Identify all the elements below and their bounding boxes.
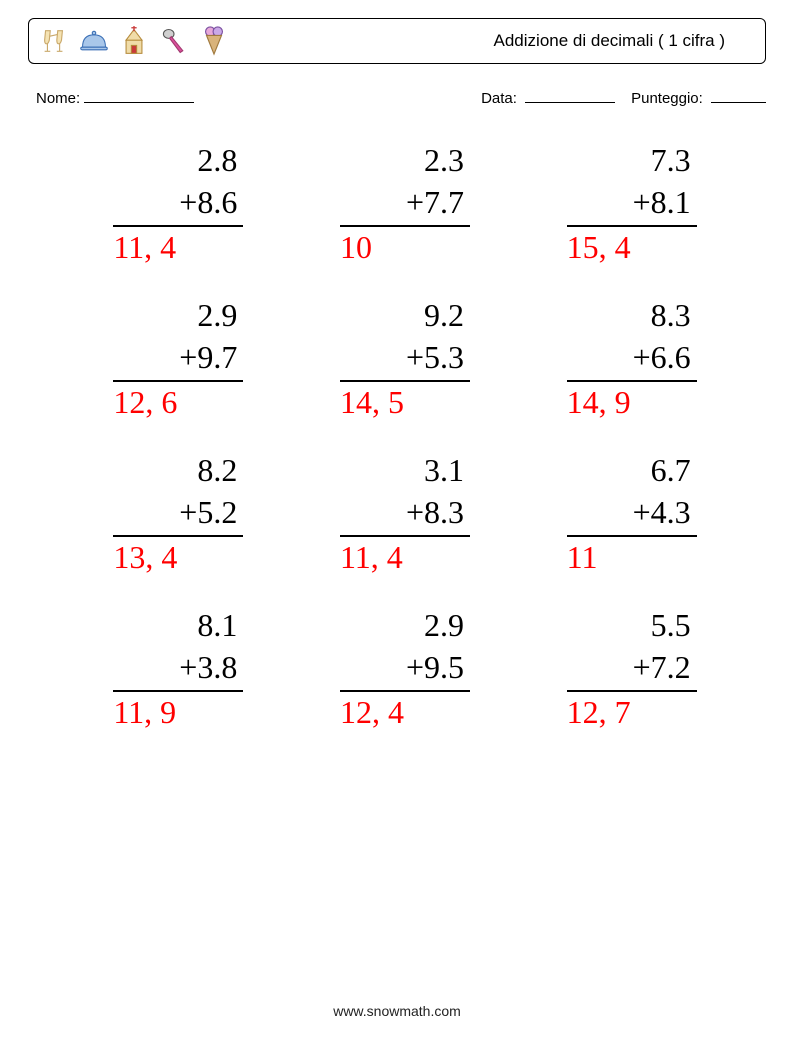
answer: 10	[340, 227, 470, 269]
problem-cell: 8.1 +3.8 11, 9	[65, 605, 292, 760]
score-blank	[711, 88, 766, 103]
date-label: Data:	[481, 90, 517, 107]
church-icon	[119, 24, 149, 58]
problem-cell: 2.3 +7.7 10	[292, 140, 519, 295]
problem-cell: 8.3 +6.6 14, 9	[518, 295, 745, 450]
operand-bottom: +5.2	[113, 492, 243, 538]
operand-top: 5.5	[567, 605, 697, 647]
name-label: Nome:	[36, 90, 80, 107]
operand-bottom: +8.3	[340, 492, 470, 538]
answer: 14, 5	[340, 382, 470, 424]
icecream-icon	[199, 24, 229, 58]
problem: 5.5 +7.2 12, 7	[567, 605, 697, 734]
operand-bottom: +4.3	[567, 492, 697, 538]
operand-bottom: +3.8	[113, 647, 243, 693]
problem-cell: 7.3 +8.1 15, 4	[518, 140, 745, 295]
problem-cell: 3.1 +8.3 11, 4	[292, 450, 519, 605]
problem-cell: 9.2 +5.3 14, 5	[292, 295, 519, 450]
header-icons	[39, 24, 229, 58]
answer: 12, 7	[567, 692, 697, 734]
operand-bottom: +7.2	[567, 647, 697, 693]
operand-bottom: +8.1	[567, 182, 697, 228]
problem: 3.1 +8.3 11, 4	[340, 450, 470, 579]
problem: 8.3 +6.6 14, 9	[567, 295, 697, 424]
worksheet-title: Addizione di decimali ( 1 cifra )	[494, 31, 755, 51]
problem: 2.8 +8.6 11, 4	[113, 140, 243, 269]
operand-top: 2.8	[113, 140, 243, 182]
operand-top: 8.3	[567, 295, 697, 337]
operand-top: 2.9	[113, 295, 243, 337]
cloche-icon	[79, 24, 109, 58]
operand-bottom: +8.6	[113, 182, 243, 228]
operand-top: 2.3	[340, 140, 470, 182]
operand-top: 8.2	[113, 450, 243, 492]
answer: 11, 4	[113, 227, 243, 269]
answer: 15, 4	[567, 227, 697, 269]
problem-cell: 2.8 +8.6 11, 4	[65, 140, 292, 295]
header-box: Addizione di decimali ( 1 cifra )	[28, 18, 766, 64]
operand-bottom: +6.6	[567, 337, 697, 383]
problem: 9.2 +5.3 14, 5	[340, 295, 470, 424]
problem: 2.9 +9.5 12, 4	[340, 605, 470, 734]
score-label: Punteggio:	[631, 90, 703, 107]
operand-top: 8.1	[113, 605, 243, 647]
date-blank	[525, 88, 615, 103]
problem: 2.3 +7.7 10	[340, 140, 470, 269]
operand-bottom: +7.7	[340, 182, 470, 228]
score-field: Punteggio:	[631, 88, 766, 107]
answer: 13, 4	[113, 537, 243, 579]
problem: 2.9 +9.7 12, 6	[113, 295, 243, 424]
problem-cell: 8.2 +5.2 13, 4	[65, 450, 292, 605]
footer: www.snowmath.com	[0, 1003, 794, 1019]
problem-cell: 2.9 +9.5 12, 4	[292, 605, 519, 760]
name-blank	[84, 88, 194, 103]
answer: 12, 4	[340, 692, 470, 734]
problem-cell: 6.7 +4.3 11	[518, 450, 745, 605]
problem-cell: 2.9 +9.7 12, 6	[65, 295, 292, 450]
answer: 11	[567, 537, 697, 579]
answer: 11, 4	[340, 537, 470, 579]
operand-bottom: +9.5	[340, 647, 470, 693]
glasses-icon	[39, 24, 69, 58]
operand-top: 7.3	[567, 140, 697, 182]
date-field: Data:	[481, 88, 615, 107]
problems-grid: 2.8 +8.6 11, 4 2.3 +7.7 10 7.3 +8.1 15, …	[65, 140, 745, 760]
microphone-icon	[159, 24, 189, 58]
operand-bottom: +9.7	[113, 337, 243, 383]
operand-top: 9.2	[340, 295, 470, 337]
operand-top: 6.7	[567, 450, 697, 492]
answer: 12, 6	[113, 382, 243, 424]
operand-top: 3.1	[340, 450, 470, 492]
operand-top: 2.9	[340, 605, 470, 647]
problem: 8.1 +3.8 11, 9	[113, 605, 243, 734]
problem: 7.3 +8.1 15, 4	[567, 140, 697, 269]
problem: 8.2 +5.2 13, 4	[113, 450, 243, 579]
answer: 11, 9	[113, 692, 243, 734]
operand-bottom: +5.3	[340, 337, 470, 383]
problem: 6.7 +4.3 11	[567, 450, 697, 579]
page: Addizione di decimali ( 1 cifra ) Nome: …	[0, 0, 794, 1053]
problem-cell: 5.5 +7.2 12, 7	[518, 605, 745, 760]
info-line: Nome: Data: Punteggio:	[36, 88, 766, 107]
name-field: Nome:	[36, 88, 194, 107]
answer: 14, 9	[567, 382, 697, 424]
